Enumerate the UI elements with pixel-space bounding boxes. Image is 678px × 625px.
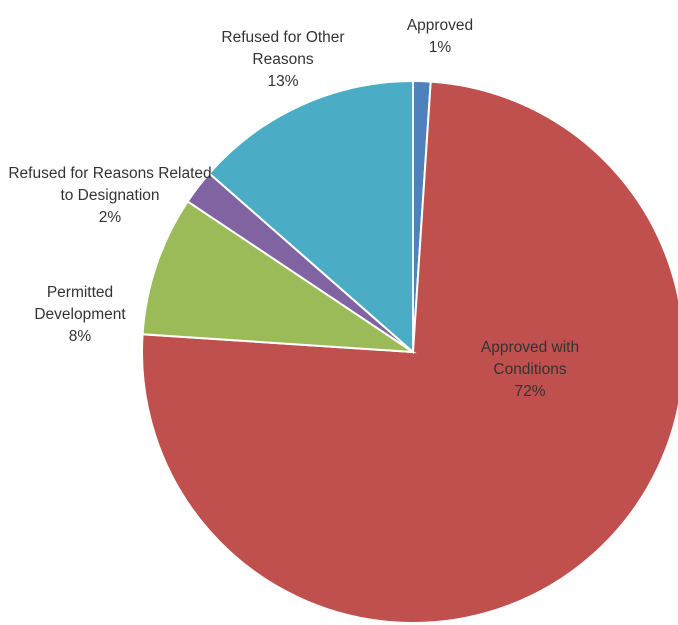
value-label: 72% xyxy=(514,383,546,400)
value-label: 1% xyxy=(428,39,452,56)
value-label: 2% xyxy=(98,209,122,226)
slice-label: Refused for Other Reasons 13% xyxy=(193,27,373,93)
pie-slice xyxy=(141,200,417,354)
slice-label: Approved with Conditions 72% xyxy=(450,337,610,403)
category-label: Refused for Reasons Related to Designati… xyxy=(8,165,212,204)
slice-label: Refused for Reasons Related to Designati… xyxy=(5,163,215,229)
category-label: Permitted Development xyxy=(34,284,126,323)
slice-label: Approved 1% xyxy=(380,15,500,59)
pie-slice xyxy=(207,79,414,355)
value-label: 8% xyxy=(68,328,92,345)
category-label: Refused for Other Reasons xyxy=(221,29,345,68)
category-label: Approved xyxy=(406,17,474,34)
value-label: 13% xyxy=(267,73,299,90)
slice-label: Permitted Development 8% xyxy=(15,282,145,348)
category-label: Approved with Conditions xyxy=(480,339,580,378)
